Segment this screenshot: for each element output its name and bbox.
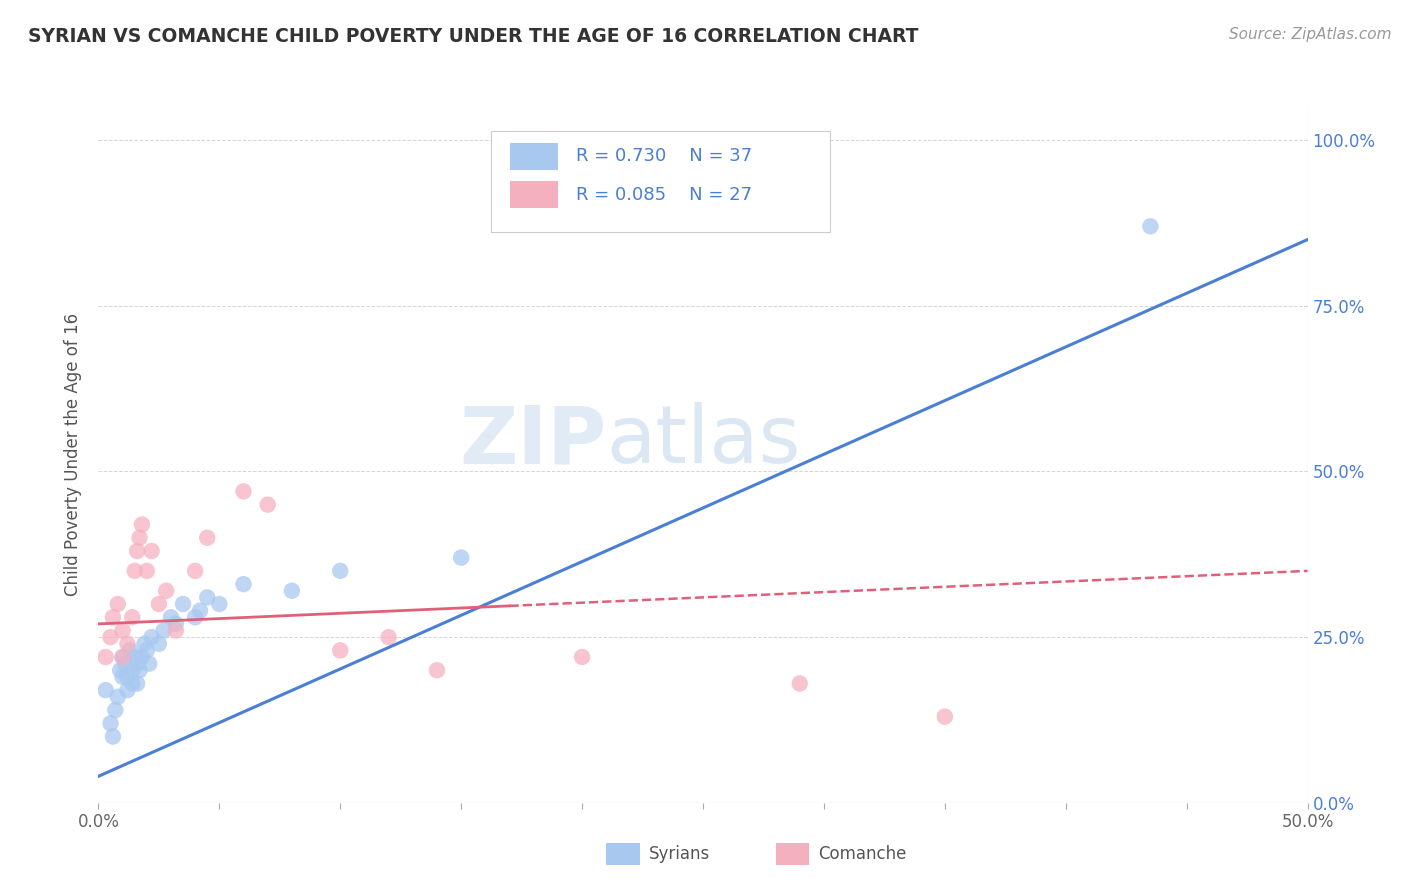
Point [117,670,139,684]
Text: Comanche: Comanche [818,846,907,863]
Point [450,550,472,565]
Point [184,564,207,578]
Point [148,597,170,611]
Point [152,624,174,638]
Point [100,716,122,731]
Point [111,650,134,665]
Point [111,670,134,684]
Point [94,683,117,698]
Point [127,544,149,558]
Point [141,630,163,644]
Point [934,709,956,723]
Point [128,531,150,545]
Point [172,597,194,611]
Point [135,643,157,657]
Point [94,650,117,665]
Point [128,663,150,677]
Point [195,531,218,545]
Point [121,676,143,690]
Point [135,564,157,578]
Point [160,610,183,624]
Point [118,643,141,657]
Point [107,597,129,611]
Point [232,577,254,591]
FancyBboxPatch shape [776,843,810,865]
Point [100,630,122,644]
Point [114,657,136,671]
Point [256,498,278,512]
Point [131,517,153,532]
Point [117,637,139,651]
Point [131,650,153,665]
Point [184,610,207,624]
Text: Source: ZipAtlas.com: Source: ZipAtlas.com [1229,27,1392,42]
FancyBboxPatch shape [509,144,558,169]
Point [232,484,254,499]
Y-axis label: Child Poverty Under the Age of 16: Child Poverty Under the Age of 16 [65,313,83,597]
Point [195,591,218,605]
Point [138,657,160,671]
FancyBboxPatch shape [509,181,558,208]
Point [121,610,143,624]
Point [108,663,131,677]
Point [165,616,187,631]
Point [104,703,127,717]
Point [155,583,177,598]
Text: atlas: atlas [606,402,800,480]
Text: R = 0.085    N = 27: R = 0.085 N = 27 [576,186,752,203]
Point [1139,219,1161,234]
Point [188,604,211,618]
Point [121,663,143,677]
Point [134,637,156,651]
Point [124,564,146,578]
Point [329,643,352,657]
Text: SYRIAN VS COMANCHE CHILD POVERTY UNDER THE AGE OF 16 CORRELATION CHART: SYRIAN VS COMANCHE CHILD POVERTY UNDER T… [28,27,918,45]
Text: R = 0.730    N = 37: R = 0.730 N = 37 [576,147,752,165]
FancyBboxPatch shape [492,131,830,232]
FancyBboxPatch shape [606,843,640,865]
Point [101,730,124,744]
Text: Syrians: Syrians [648,846,710,863]
Point [111,624,134,638]
Point [141,544,163,558]
Point [426,663,449,677]
Point [127,657,149,671]
Point [148,637,170,651]
Point [571,650,593,665]
Point [208,597,231,611]
Point [377,630,399,644]
Point [165,624,187,638]
Point [127,676,149,690]
Point [789,676,811,690]
Point [111,650,134,665]
Point [329,564,352,578]
Text: ZIP: ZIP [458,402,606,480]
Point [124,650,146,665]
Point [117,683,139,698]
Point [281,583,304,598]
Point [107,690,129,704]
Point [101,610,124,624]
